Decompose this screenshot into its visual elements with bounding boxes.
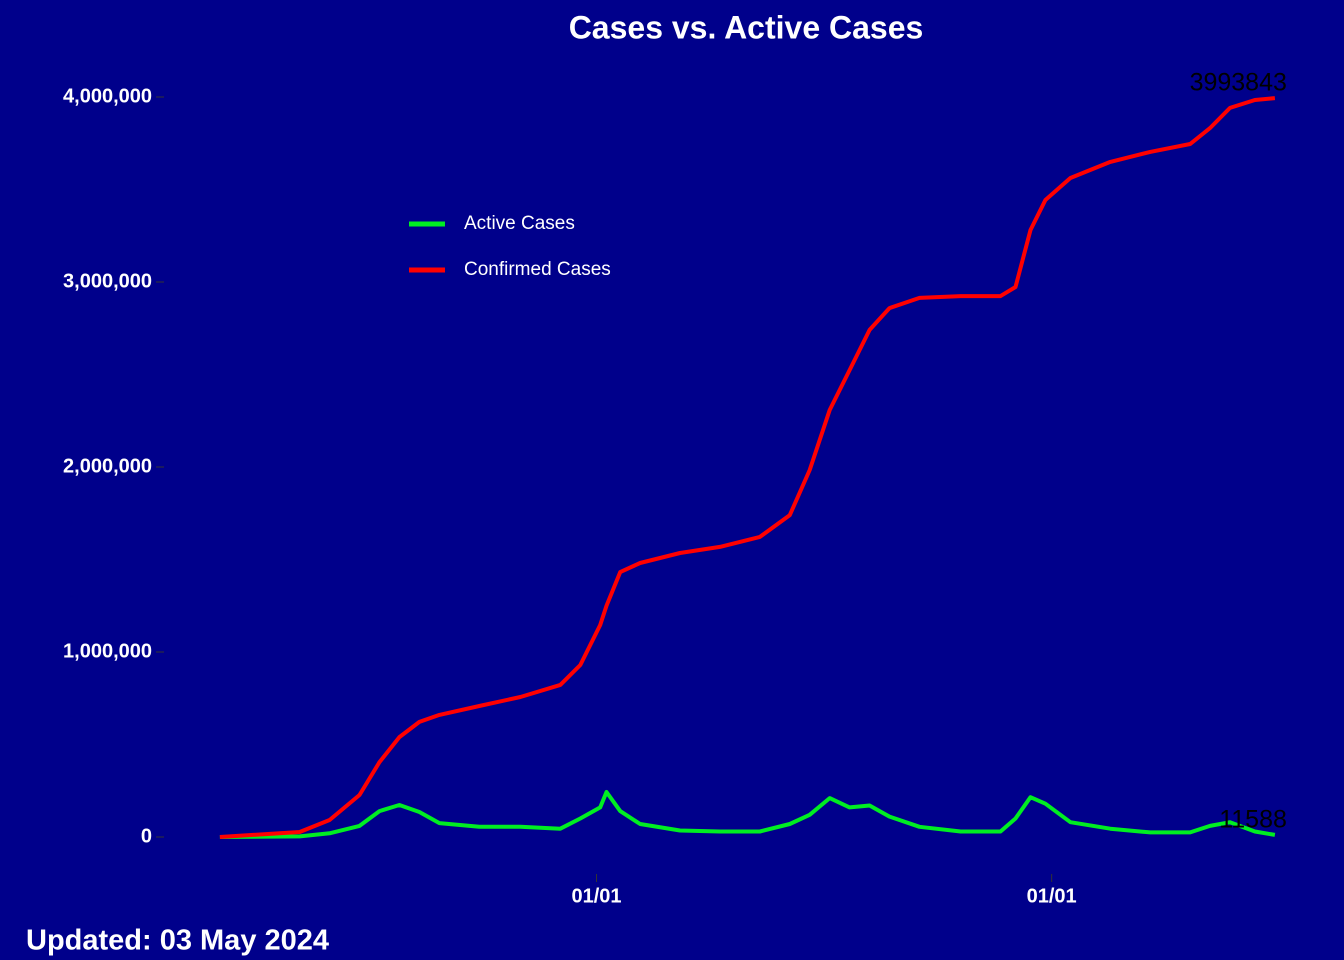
updated-note: Updated: 03 May 2024 (26, 925, 329, 957)
x-tick-label: 01/01 (571, 885, 621, 907)
chart-title: Cases vs. Active Cases (569, 9, 924, 45)
end-value-label: 3993843 (1190, 69, 1287, 97)
series-line (219, 96, 1276, 839)
series-line (219, 790, 1276, 839)
x-tick-label: 01/01 (1027, 885, 1077, 907)
end-value-label: 11588 (1219, 805, 1287, 833)
y-tick-label: 2,000,000 (63, 455, 152, 477)
y-tick-label: 0 (141, 825, 152, 847)
legend-label: Confirmed Cases (464, 259, 611, 280)
y-tick-label: 1,000,000 (63, 640, 152, 662)
y-tick-label: 3,000,000 (63, 270, 152, 292)
y-tick-label: 4,000,000 (63, 85, 152, 107)
legend-label: Active Cases (464, 213, 575, 234)
